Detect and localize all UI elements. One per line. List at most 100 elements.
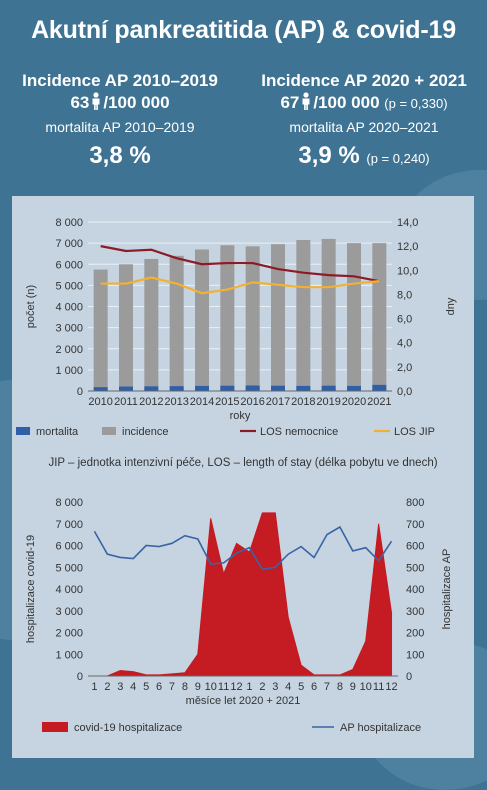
y-tick-label: 0 — [77, 386, 83, 398]
incidence-bar — [220, 245, 235, 391]
x-tick-label: 2 — [104, 681, 110, 693]
x-tick-label: 2021 — [367, 396, 391, 408]
x-tick-label: 1 — [246, 681, 252, 693]
incidence-bar — [271, 244, 285, 391]
y-tick-label: 2 000 — [55, 628, 83, 640]
mortality-bar — [220, 385, 235, 391]
x-tick-label: 3 — [272, 681, 278, 693]
left-mortality-value: 3,8 % — [89, 142, 151, 169]
x-tick-label: 2011 — [114, 396, 138, 408]
page-title: Akutní pankreatitida (AP) & covid-19 — [31, 16, 456, 44]
incidence-bar — [195, 249, 209, 391]
y2-tick-label: 12,0 — [397, 241, 418, 253]
x-axis-title: roky — [230, 410, 251, 422]
incidence-bar — [372, 243, 387, 391]
los-nemocnice-line — [100, 245, 380, 283]
x-tick-label: 9 — [350, 681, 356, 693]
y2-tick-label: 400 — [406, 584, 424, 596]
left-rate-unit: /100 000 — [103, 93, 170, 112]
y2-tick-label: 0,0 — [397, 386, 412, 398]
y-tick-label: 4 000 — [55, 584, 83, 596]
y-tick-label: 3 000 — [55, 606, 83, 618]
y2-axis-title: hospitalizace AP — [441, 549, 453, 630]
left-mortality-label: mortalita AP 2010–2019 — [45, 119, 195, 135]
y2-tick-label: 14,0 — [397, 217, 418, 229]
incidence-bar — [347, 243, 361, 391]
y2-tick-label: 8,0 — [397, 289, 412, 301]
y2-tick-label: 800 — [406, 497, 424, 509]
y2-tick-label: 300 — [406, 606, 424, 618]
legend-swatch — [102, 427, 116, 435]
right-mortality-number: 3,9 % — [298, 142, 360, 169]
x-tick-label: 2012 — [139, 396, 163, 408]
x-tick-label: 4 — [285, 681, 291, 693]
chart-covid-months: 0 1 000 2 000 3 000 4 000 5 000 6 000 7 000 8 00… — [25, 497, 453, 734]
x-tick-label: 9 — [195, 681, 201, 693]
right-rate-value: 67 — [280, 93, 300, 112]
x-tick-label: 2017 — [266, 396, 290, 408]
y-tick-label: 1 000 — [55, 365, 83, 377]
x-tick-label: 2020 — [342, 396, 366, 408]
y2-tick-label: 200 — [406, 628, 424, 640]
mortality-bar — [169, 386, 184, 391]
mortality-bar — [245, 385, 260, 391]
x-tick-label: 2019 — [316, 396, 340, 408]
x-tick-label: 2015 — [215, 396, 239, 408]
ap-hospitalization-line — [93, 525, 393, 571]
right-stats: Incidence AP 2020 + 2021 67/100 000 (p =… — [244, 70, 484, 177]
y-tick-label: 2 000 — [55, 344, 83, 356]
y-tick-label: 0 — [77, 671, 83, 683]
y2-tick-label: 500 — [406, 562, 424, 574]
incidence-bar — [245, 246, 260, 391]
person-icon — [301, 92, 311, 116]
legend-label: incidence — [122, 426, 168, 438]
mortality-bar — [321, 385, 336, 391]
x-tick-label: 10 — [360, 681, 372, 693]
legend-swatch — [42, 722, 68, 732]
y-axis-title: hospitalizace covid-19 — [25, 535, 37, 643]
y2-tick-label: 10,0 — [397, 265, 418, 277]
right-mortality-label: mortalita AP 2020–2021 — [289, 119, 439, 135]
x-tick-label: 2014 — [190, 396, 214, 408]
y-tick-label: 8 000 — [55, 497, 83, 509]
mortality-bar — [296, 385, 311, 391]
mortality-bar — [93, 387, 108, 391]
x-tick-label: 2 — [259, 681, 265, 693]
mortality-bar — [347, 385, 361, 391]
x-tick-label: 8 — [182, 681, 188, 693]
x-tick-label: 7 — [169, 681, 175, 693]
x-tick-label: 10 — [205, 681, 217, 693]
y2-tick-label: 6,0 — [397, 314, 412, 326]
y-tick-label: 1 000 — [55, 649, 83, 661]
y2-tick-label: 100 — [406, 649, 424, 661]
y-tick-label: 7 000 — [55, 238, 83, 250]
legend-label: covid-19 hospitalizace — [74, 722, 182, 734]
person-icon — [91, 92, 101, 116]
x-tick-label: 11 — [373, 681, 384, 693]
left-stats: Incidence AP 2010–2019 63/100 000 mortal… — [0, 70, 240, 174]
y-tick-label: 6 000 — [55, 541, 83, 553]
incidence-bar — [296, 239, 311, 391]
y-tick-label: 7 000 — [55, 519, 83, 531]
mortality-bar — [195, 385, 209, 391]
legend-swatch — [16, 427, 30, 435]
left-heading: Incidence AP 2010–2019 — [22, 71, 218, 90]
legend-label: mortalita — [36, 426, 79, 438]
chart-incidence-years: 0 1 000 2 000 3 000 4 000 5 000 6 000 7 000 8 00… — [16, 217, 457, 438]
x-tick-label: 5 — [298, 681, 304, 693]
x-tick-label: 7 — [324, 681, 330, 693]
left-rate: 63/100 000 — [0, 92, 240, 116]
x-tick-label: 6 — [156, 681, 162, 693]
x-tick-label: 2013 — [164, 396, 188, 408]
x-axis-title: měsíce let 2020 + 2021 — [186, 695, 301, 707]
incidence-bar — [321, 238, 336, 391]
mortality-bar — [144, 386, 159, 391]
right-rate-unit: /100 000 — [313, 93, 380, 112]
right-rate: 67/100 000 (p = 0,330) — [244, 92, 484, 116]
x-tick-label: 3 — [117, 681, 123, 693]
y-tick-label: 3 000 — [55, 323, 83, 335]
x-tick-label: 12 — [230, 681, 242, 693]
legend-label: LOS nemocnice — [260, 426, 338, 438]
y-tick-label: 5 000 — [55, 562, 83, 574]
